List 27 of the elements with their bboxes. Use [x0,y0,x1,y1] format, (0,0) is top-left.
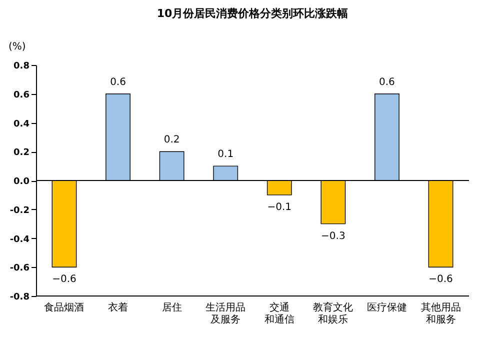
chart-title: 10月份居民消费价格分类别环比涨跌幅 [156,7,348,20]
x-tick-label: 其他用品和服务 [420,302,461,326]
y-tick-label: -0.8 [10,292,30,302]
data-label: 0.2 [164,134,180,146]
data-label: 0.6 [379,76,395,88]
data-label: 0.1 [218,149,234,160]
y-tick-label: 0.2 [14,148,30,158]
x-tick-label: 生活用品及服务 [206,302,246,326]
x-tick-label: 居住 [162,302,182,314]
y-tick-label: -0.6 [10,264,30,274]
y-tick-label: 0.8 [14,62,30,72]
data-label: −0.6 [52,274,76,286]
x-tick-label: 医疗保健 [366,302,407,314]
data-label: −0.3 [321,230,346,242]
x-tick-label: 食品烟酒 [44,302,84,314]
x-tick-label: 衣着 [108,302,128,314]
y-tick-label: 0.6 [14,90,30,100]
y-tick-label: 0.0 [14,177,30,187]
data-label: 0.6 [110,76,126,88]
data-label: −0.1 [267,202,292,213]
y-tick-label: -0.4 [10,234,30,245]
y-axis-title: (%) [8,42,26,52]
data-label: −0.6 [428,274,453,286]
y-tick-label: 0.4 [14,119,30,130]
x-tick-label: 教育文化和娱乐 [313,302,354,326]
x-tick-label: 交通和通信 [264,302,294,326]
y-tick-label: -0.2 [10,206,30,216]
